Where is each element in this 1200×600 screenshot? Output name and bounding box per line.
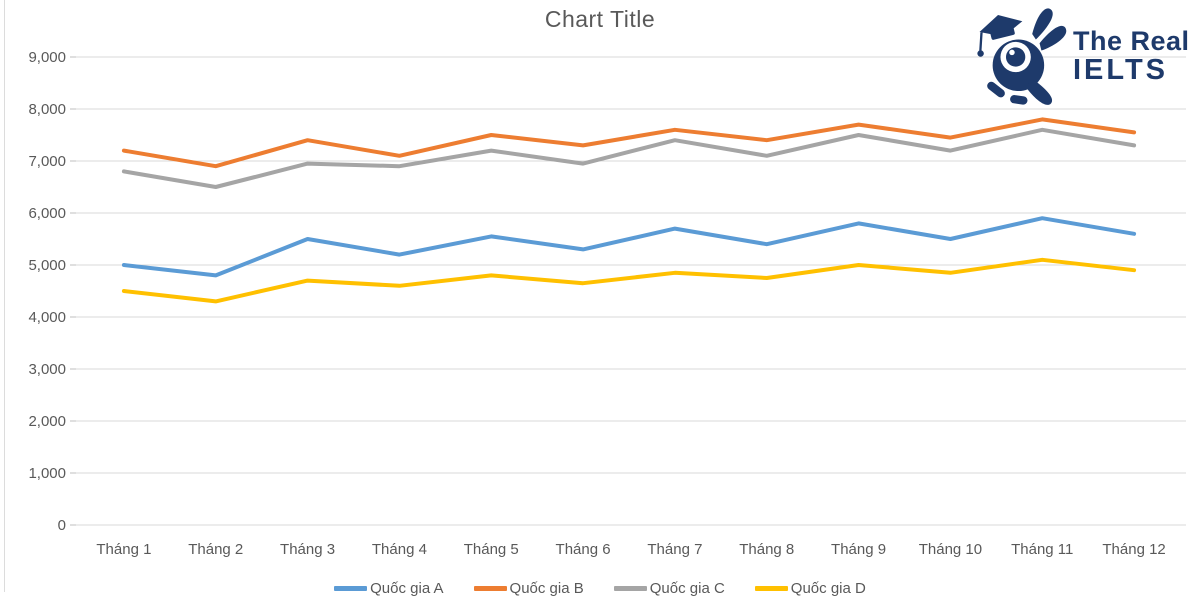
legend-item-quoc-gia-b: Quốc gia B xyxy=(473,580,584,597)
y-tick-label: 6,000 xyxy=(28,205,66,222)
y-tick-label: 8,000 xyxy=(28,101,66,118)
legend-label: Quốc gia C xyxy=(649,580,725,597)
legend-swatch-line-icon xyxy=(473,586,507,591)
x-tick-label: Tháng 1 xyxy=(96,541,151,558)
series-line-quốc-gia-a xyxy=(121,216,1137,278)
x-tick-label: Tháng 10 xyxy=(919,541,982,558)
logo-text: The Real IELTS xyxy=(1073,26,1190,86)
the-real-ielts-logo: The Real IELTS xyxy=(977,2,1192,112)
y-tick-label: 3,000 xyxy=(28,361,66,378)
chart-title: Chart Title xyxy=(544,6,656,32)
legend-item-quoc-gia-c: Quốc gia C xyxy=(613,580,725,597)
logo-line1: The Real xyxy=(1073,26,1190,56)
turtle-graduate-icon xyxy=(977,8,1067,105)
x-tick-label: Tháng 12 xyxy=(1102,541,1165,558)
legend-swatch-line-icon xyxy=(613,586,647,591)
legend-label: Quốc gia D xyxy=(790,580,866,597)
series-line-quốc-gia-d xyxy=(121,257,1137,304)
chart-legend: Quốc gia A Quốc gia B Quốc gia C Quốc gi… xyxy=(0,577,1200,600)
x-tick-label: Tháng 4 xyxy=(372,541,427,558)
y-tick-label: 9,000 xyxy=(28,49,66,66)
x-tick-label: Tháng 6 xyxy=(556,541,611,558)
legend-swatch-line-icon xyxy=(334,586,368,591)
x-tick-label: Tháng 2 xyxy=(188,541,243,558)
y-tick-label: 5,000 xyxy=(28,257,66,274)
legend-item-quoc-gia-d: Quốc gia D xyxy=(754,580,866,597)
logo-line2: IELTS xyxy=(1073,53,1169,86)
y-tick-label: 0 xyxy=(58,517,66,534)
y-tick-label: 7,000 xyxy=(28,153,66,170)
x-tick-label: Tháng 11 xyxy=(1011,541,1073,558)
legend-swatch-line-icon xyxy=(754,586,788,591)
x-tick-label: Tháng 8 xyxy=(739,541,794,558)
legend-label: Quốc gia A xyxy=(370,580,444,597)
y-tick-label: 4,000 xyxy=(28,309,66,326)
y-tick-label: 2,000 xyxy=(28,413,66,430)
x-tick-label: Tháng 5 xyxy=(464,541,519,558)
x-tick-label: Tháng 9 xyxy=(831,541,886,558)
series-line-quốc-gia-c xyxy=(121,127,1137,189)
series-line-quốc-gia-b xyxy=(121,117,1137,169)
y-tick-label: 1,000 xyxy=(28,465,66,482)
legend-item-quoc-gia-a: Quốc gia A xyxy=(334,580,444,597)
x-tick-label: Tháng 3 xyxy=(280,541,335,558)
x-tick-label: Tháng 7 xyxy=(647,541,702,558)
page-left-border-line xyxy=(4,0,5,592)
legend-label: Quốc gia B xyxy=(509,580,584,597)
